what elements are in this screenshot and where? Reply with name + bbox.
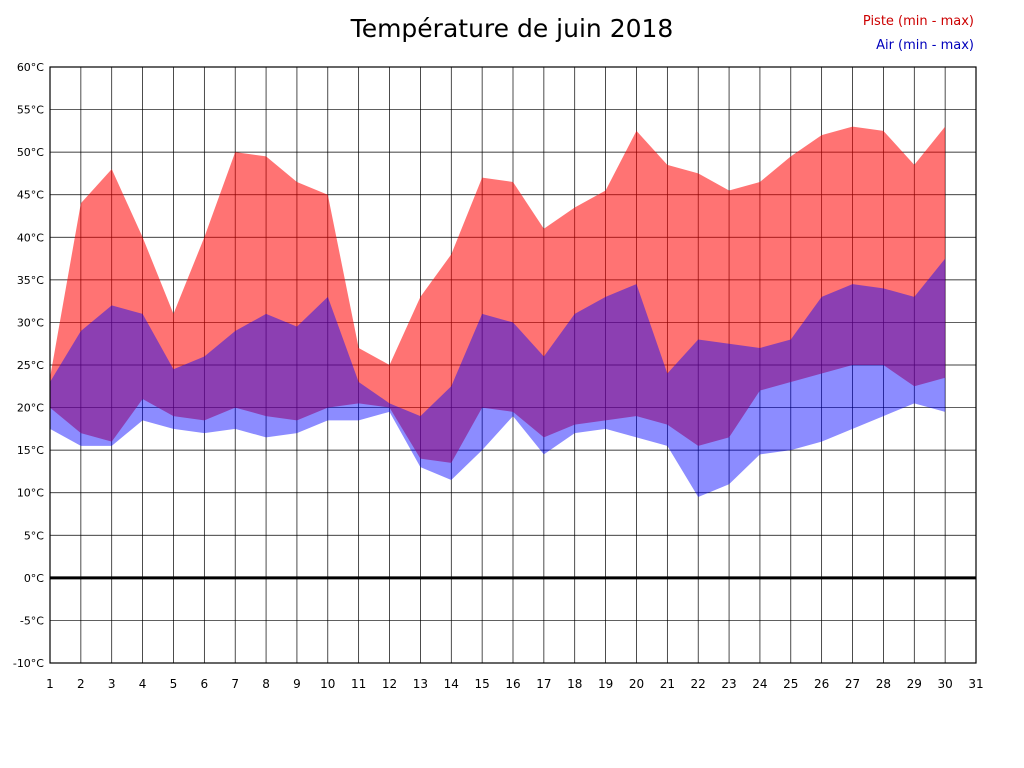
svg-text:16: 16 [505,677,520,691]
chart-title: Température de juin 2018 [350,14,674,43]
svg-text:0°C: 0°C [24,572,44,585]
svg-text:19: 19 [598,677,613,691]
svg-text:11: 11 [351,677,366,691]
piste-band [50,126,946,463]
svg-text:22: 22 [691,677,706,691]
svg-text:55°C: 55°C [17,104,44,117]
svg-text:20°C: 20°C [17,402,44,415]
svg-text:13: 13 [413,677,428,691]
svg-text:1: 1 [46,677,54,691]
svg-text:17: 17 [536,677,551,691]
svg-text:6: 6 [201,677,209,691]
svg-text:12: 12 [382,677,397,691]
svg-text:15°C: 15°C [17,444,44,457]
svg-text:21: 21 [660,677,675,691]
svg-text:50°C: 50°C [17,146,44,159]
legend: Piste (min - max) Air (min - max) [863,10,974,58]
legend-air: Air (min - max) [876,38,974,54]
svg-text:30°C: 30°C [17,316,44,329]
svg-text:25: 25 [783,677,798,691]
y-axis-labels: 60°C 55°C 50°C 45°C 40°C 35°C 30°C 25°C 20°C 15°C… [13,61,44,670]
svg-text:5°C: 5°C [24,529,44,542]
svg-text:8: 8 [262,677,270,691]
svg-text:28: 28 [876,677,891,691]
svg-text:60°C: 60°C [17,61,44,74]
svg-text:24: 24 [752,677,767,691]
svg-text:10°C: 10°C [17,487,44,500]
svg-text:-5°C: -5°C [20,614,44,627]
svg-text:10: 10 [320,677,335,691]
svg-text:2: 2 [77,677,85,691]
svg-text:5: 5 [170,677,178,691]
svg-text:3: 3 [108,677,116,691]
x-axis-labels: 1 2 3 4 5 6 7 8 9 10 11 12 13 14 15 16 17 18 19 20 21 22 23 24 2… [46,677,983,691]
svg-text:31: 31 [968,677,983,691]
svg-text:4: 4 [139,677,147,691]
svg-text:29: 29 [907,677,922,691]
air-band [50,258,946,497]
svg-text:20: 20 [629,677,644,691]
plot-border [49,66,977,664]
svg-text:23: 23 [721,677,736,691]
svg-text:7: 7 [231,677,239,691]
svg-text:35°C: 35°C [17,274,44,287]
svg-text:45°C: 45°C [17,189,44,202]
svg-text:18: 18 [567,677,582,691]
svg-text:14: 14 [444,677,459,691]
svg-text:-10°C: -10°C [13,657,44,670]
svg-text:9: 9 [293,677,301,691]
svg-text:26: 26 [814,677,829,691]
svg-text:40°C: 40°C [17,231,44,244]
legend-piste: Piste (min - max) [862,14,974,29]
svg-text:27: 27 [845,677,860,691]
svg-text:15: 15 [474,677,489,691]
svg-text:30: 30 [937,677,952,691]
svg-text:25°C: 25°C [17,359,44,372]
